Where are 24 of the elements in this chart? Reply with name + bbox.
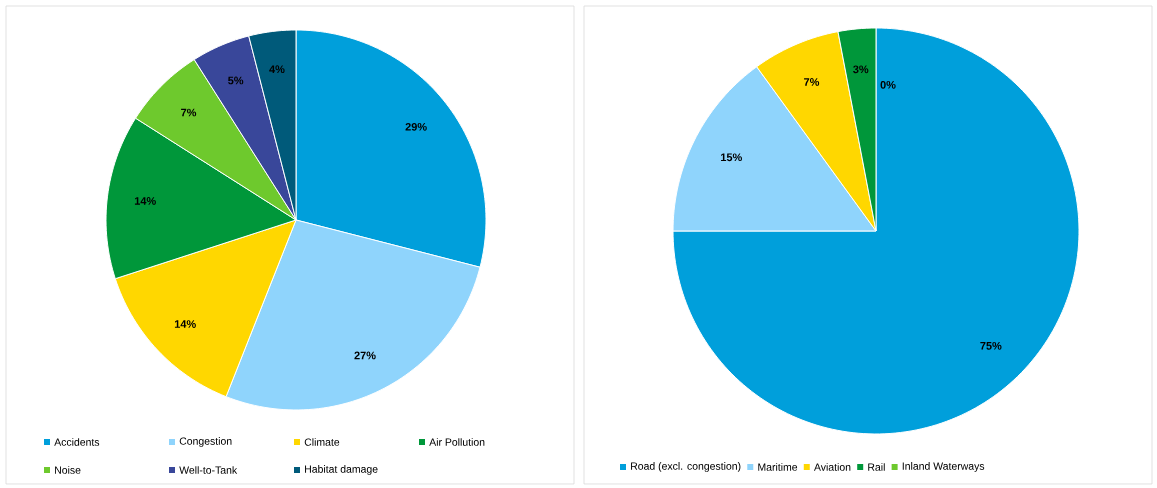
data-label: 7%	[804, 78, 820, 86]
legend-label: Noise	[55, 466, 81, 474]
legend-label: Inland Waterways	[902, 462, 985, 472]
data-label: 29%	[405, 122, 427, 131]
legend-label: Air Pollution	[429, 438, 485, 446]
data-label: 7%	[181, 108, 197, 117]
data-label: 3%	[853, 65, 869, 74]
data-label: 4%	[269, 65, 285, 74]
legend-label: Rail	[868, 463, 885, 471]
legend-label: Accidents	[54, 438, 100, 446]
legend-label: Aviation	[813, 463, 851, 471]
text: 0%	[880, 80, 896, 89]
legend-label: Well-to-Tank	[179, 466, 238, 474]
legend-label: Road (excl. congestion)	[631, 462, 741, 472]
legend-label: Maritime	[758, 463, 798, 471]
data-label: 75%	[980, 341, 1002, 350]
data-label: 5%	[228, 76, 244, 85]
data-label: 14%	[134, 197, 156, 205]
data-label: 27%	[354, 351, 376, 360]
legend-label: Habitat damage	[305, 465, 378, 475]
legend-label: Climate	[304, 438, 340, 446]
legend-label: Congestion	[179, 437, 232, 447]
data-label: 15%	[721, 153, 742, 162]
data-label: 14%	[174, 320, 196, 328]
